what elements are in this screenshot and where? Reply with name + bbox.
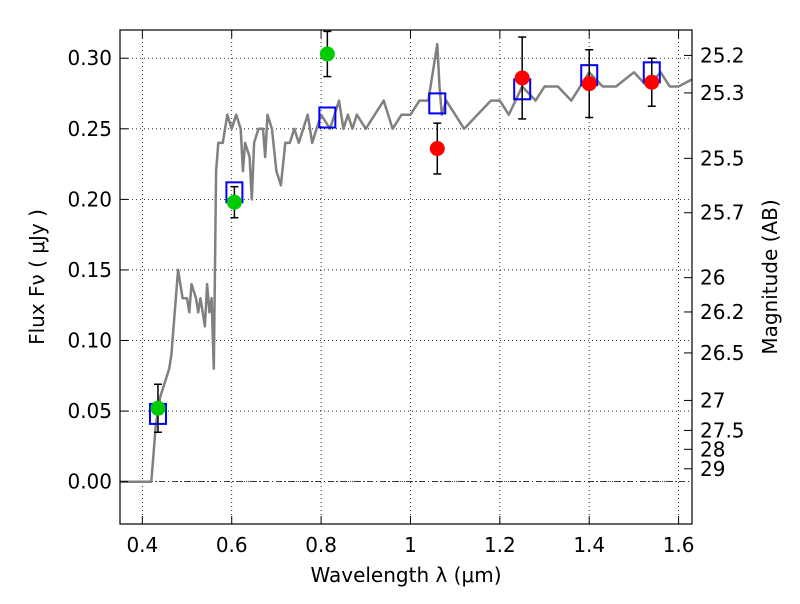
model-photometry-square [428,92,447,115]
right-tick-label: 25.3 [700,81,745,105]
data-point [319,46,335,62]
data-point [581,76,597,92]
y-tick-label: 0.10 [67,329,112,353]
right-tick-label: 25.2 [700,43,745,67]
y-axis-label: Flux Fν ( μJy ) [25,209,49,345]
plot-frame [119,29,693,525]
x-tick-label: 0.4 [126,533,158,557]
right-tick-label: 29 [700,457,725,481]
data-point [514,70,530,86]
x-tick-label: 1.2 [484,533,516,557]
y-tick-label: 0.15 [67,258,112,282]
data-point [226,194,242,210]
x-tick-label: 1.4 [573,533,605,557]
model-spectrum-line [120,42,693,483]
tick-layer: 0.4 0.6 0.8 1 1.2 1.4 1.6 0.00 0.05 0.10 0.15 0.20 0… [67,30,745,557]
x-axis-label: Wavelength λ (μm) [310,563,501,587]
x-tick-label: 1 [404,533,417,557]
grid-layer [120,30,692,524]
y-tick-label: 0.05 [67,399,112,423]
data-point [429,141,445,157]
right-tick-label: 26 [700,266,725,290]
right-tick-label: 26.5 [700,341,745,365]
data-point [150,400,166,416]
x-tick-label: 0.8 [305,533,337,557]
y-tick-label: 0.30 [67,46,112,70]
y-tick-label: 0.25 [67,117,112,141]
right-tick-label: 27.5 [700,418,745,442]
right-tick-label: 25.7 [700,201,745,225]
y-tick-label: 0.20 [67,187,112,211]
x-tick-label: 1.6 [663,533,695,557]
right-tick-label: 28 [700,437,725,461]
right-tick-label: 25.5 [700,146,745,170]
y-axis-right-label: Magnitude (AB) [758,199,782,354]
plot-layer [120,30,693,483]
x-tick-label: 0.6 [216,533,248,557]
data-point [644,74,660,90]
model-photometry-square [318,106,337,129]
y-tick-label: 0.00 [67,470,112,494]
right-tick-label: 27 [700,388,725,412]
right-tick-label: 26.2 [700,300,745,324]
